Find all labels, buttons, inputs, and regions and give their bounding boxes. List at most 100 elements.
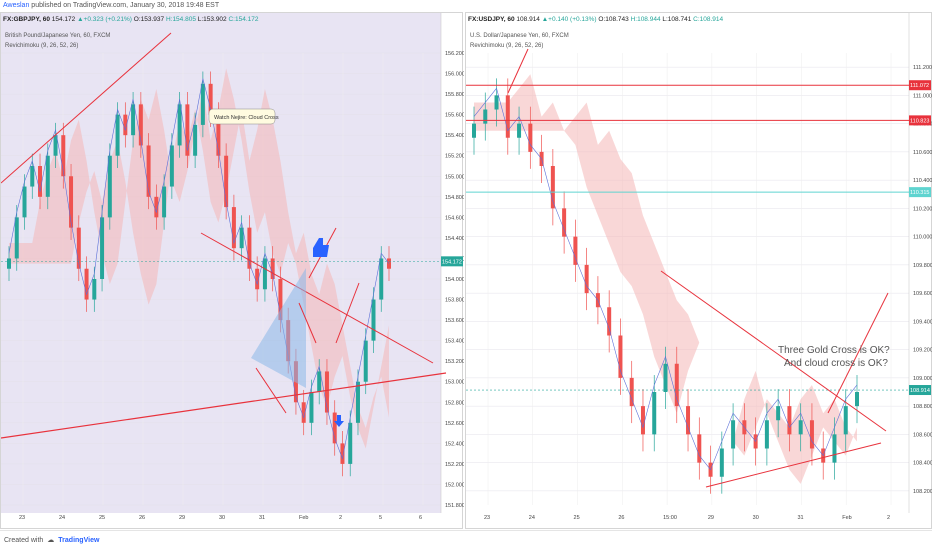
candle-body bbox=[239, 227, 244, 249]
price-tick-label: 155.000 bbox=[445, 174, 464, 180]
price-tick-label: 110.600 bbox=[913, 150, 932, 156]
gbpjpy-title: British Pound/Japanese Yen, 60, FXCM bbox=[5, 33, 111, 39]
time-tick-label: 2 bbox=[339, 515, 342, 521]
candle-body bbox=[185, 104, 190, 156]
trendline-descending bbox=[200, 232, 434, 364]
level-badge bbox=[909, 115, 931, 126]
price-tick-label: 152.400 bbox=[445, 441, 464, 447]
gbpjpy-last: 154.172 bbox=[51, 16, 76, 23]
time-tick-label: 24 bbox=[59, 515, 65, 521]
price-tick-label: 155.800 bbox=[445, 92, 464, 98]
candle-body bbox=[348, 422, 353, 464]
candle-body bbox=[607, 307, 612, 336]
annotation-text: Watch Nejire: Cloud Cross bbox=[214, 115, 279, 121]
level-label: 110.823 bbox=[910, 118, 929, 124]
footer-brand[interactable]: TradingView bbox=[58, 536, 100, 544]
price-tick-label: 109.800 bbox=[913, 263, 932, 269]
candle-body bbox=[92, 279, 97, 300]
price-tick-label: 109.600 bbox=[913, 291, 932, 297]
time-tick-label: 25 bbox=[99, 515, 105, 521]
candle-body bbox=[472, 123, 476, 138]
gbpjpy-change: ▲+0.323 (+0.21%) bbox=[77, 16, 132, 23]
candle-body bbox=[138, 104, 143, 146]
candle-body bbox=[301, 402, 306, 423]
candle-body bbox=[278, 279, 283, 321]
time-tick-label: 2 bbox=[887, 515, 890, 521]
candle-body bbox=[528, 123, 533, 152]
candle-body bbox=[231, 207, 236, 249]
candle-body bbox=[69, 176, 74, 228]
time-tick-label: 5 bbox=[379, 515, 382, 521]
price-tick-label: 110.200 bbox=[913, 206, 932, 212]
candle-body bbox=[255, 268, 260, 290]
price-tick-label: 154.800 bbox=[445, 195, 464, 201]
price-tick-label: 151.800 bbox=[445, 503, 464, 509]
price-tick-label: 108.800 bbox=[913, 404, 932, 410]
trendline-upper bbox=[1, 32, 172, 184]
author-link[interactable]: Aweslan bbox=[3, 2, 30, 9]
candle-body bbox=[674, 363, 679, 407]
gbpjpy-chart[interactable]: 156.200 156.000 155.800 155.600 155.400 155.2… bbox=[1, 13, 464, 530]
candle-body bbox=[764, 420, 769, 449]
time-tick-label: 30 bbox=[219, 515, 225, 521]
tradingview-logo-icon: ☁ bbox=[47, 536, 55, 544]
gbpjpy-symbol: FX:GBPJPY, 60 bbox=[3, 16, 50, 23]
candle-body bbox=[355, 381, 360, 423]
candle-body bbox=[146, 145, 151, 197]
annotation-line-2: And cloud cross is OK? bbox=[784, 358, 888, 369]
candle-body bbox=[123, 114, 128, 136]
time-tick-label: 23 bbox=[19, 515, 25, 521]
usdjpy-open: O:108.743 bbox=[598, 16, 629, 23]
candle-body bbox=[45, 155, 50, 197]
level-label: 110.315 bbox=[910, 190, 929, 196]
candle-body bbox=[107, 155, 112, 218]
time-tick-label: 15:00 bbox=[663, 515, 677, 521]
candle-body bbox=[340, 443, 345, 464]
candle-body bbox=[809, 420, 814, 449]
candle-body bbox=[855, 392, 859, 407]
candle-body bbox=[270, 258, 275, 279]
level-badge bbox=[909, 80, 931, 91]
annotation-line-1: Three Gold Cross is OK? bbox=[778, 345, 890, 356]
candle-body bbox=[53, 135, 58, 156]
time-tick-label: 31 bbox=[797, 515, 803, 521]
candle-body bbox=[208, 83, 213, 115]
level-badge bbox=[909, 187, 931, 198]
usdjpy-chart-pane[interactable]: 111.200111.000110.800110.600110.400110.2… bbox=[465, 12, 932, 529]
gbpjpy-chart-pane[interactable]: 156.200 156.000 155.800 155.600 155.400 155.2… bbox=[0, 12, 464, 530]
price-tick-label: 154.400 bbox=[445, 236, 464, 242]
candle-body bbox=[731, 420, 736, 449]
price-tick-label: 108.400 bbox=[913, 461, 932, 467]
candle-body bbox=[618, 335, 623, 378]
forecast-arrow bbox=[507, 48, 529, 94]
time-tick-label: 26 bbox=[139, 515, 145, 521]
candle-body bbox=[584, 264, 589, 294]
tenkan-line bbox=[8, 78, 390, 460]
gbpjpy-high: H:154.805 bbox=[165, 16, 196, 23]
price-tick-label: 154.600 bbox=[445, 215, 464, 221]
candle-body bbox=[317, 371, 322, 392]
price-tick-label: 153.400 bbox=[445, 339, 464, 345]
down-arrow-icon bbox=[334, 415, 344, 427]
price-tick-label: 155.400 bbox=[445, 133, 464, 139]
price-tick-label: 155.200 bbox=[445, 154, 464, 160]
price-tick-label: 152.800 bbox=[445, 400, 464, 406]
footer-created: Created with bbox=[4, 536, 44, 544]
candle-body bbox=[193, 124, 198, 156]
forecast-arrow bbox=[827, 292, 889, 414]
price-tick-label: 109.400 bbox=[913, 319, 932, 325]
candle-body bbox=[363, 340, 368, 382]
candle-body bbox=[61, 135, 66, 177]
gbpjpy-low: L:153.902 bbox=[197, 16, 227, 23]
usdjpy-high: H:108.944 bbox=[630, 16, 661, 23]
price-tick-label: 108.200 bbox=[913, 489, 932, 495]
published-text: published on TradingView.com, January 30… bbox=[31, 2, 220, 9]
usdjpy-indicator[interactable]: Revichimoku (9, 26, 52, 26) bbox=[470, 43, 544, 49]
gbpjpy-indicator[interactable]: Revichimoku (9, 26, 52, 26) bbox=[5, 43, 79, 49]
price-tick-label: 152.000 bbox=[445, 482, 464, 488]
price-tick-label: 109.200 bbox=[913, 348, 932, 354]
candle-body bbox=[663, 363, 668, 392]
usdjpy-chart[interactable]: 111.200111.000110.800110.600110.400110.2… bbox=[466, 13, 932, 530]
candle-body bbox=[84, 268, 89, 300]
price-tick-label: 155.600 bbox=[445, 113, 464, 119]
